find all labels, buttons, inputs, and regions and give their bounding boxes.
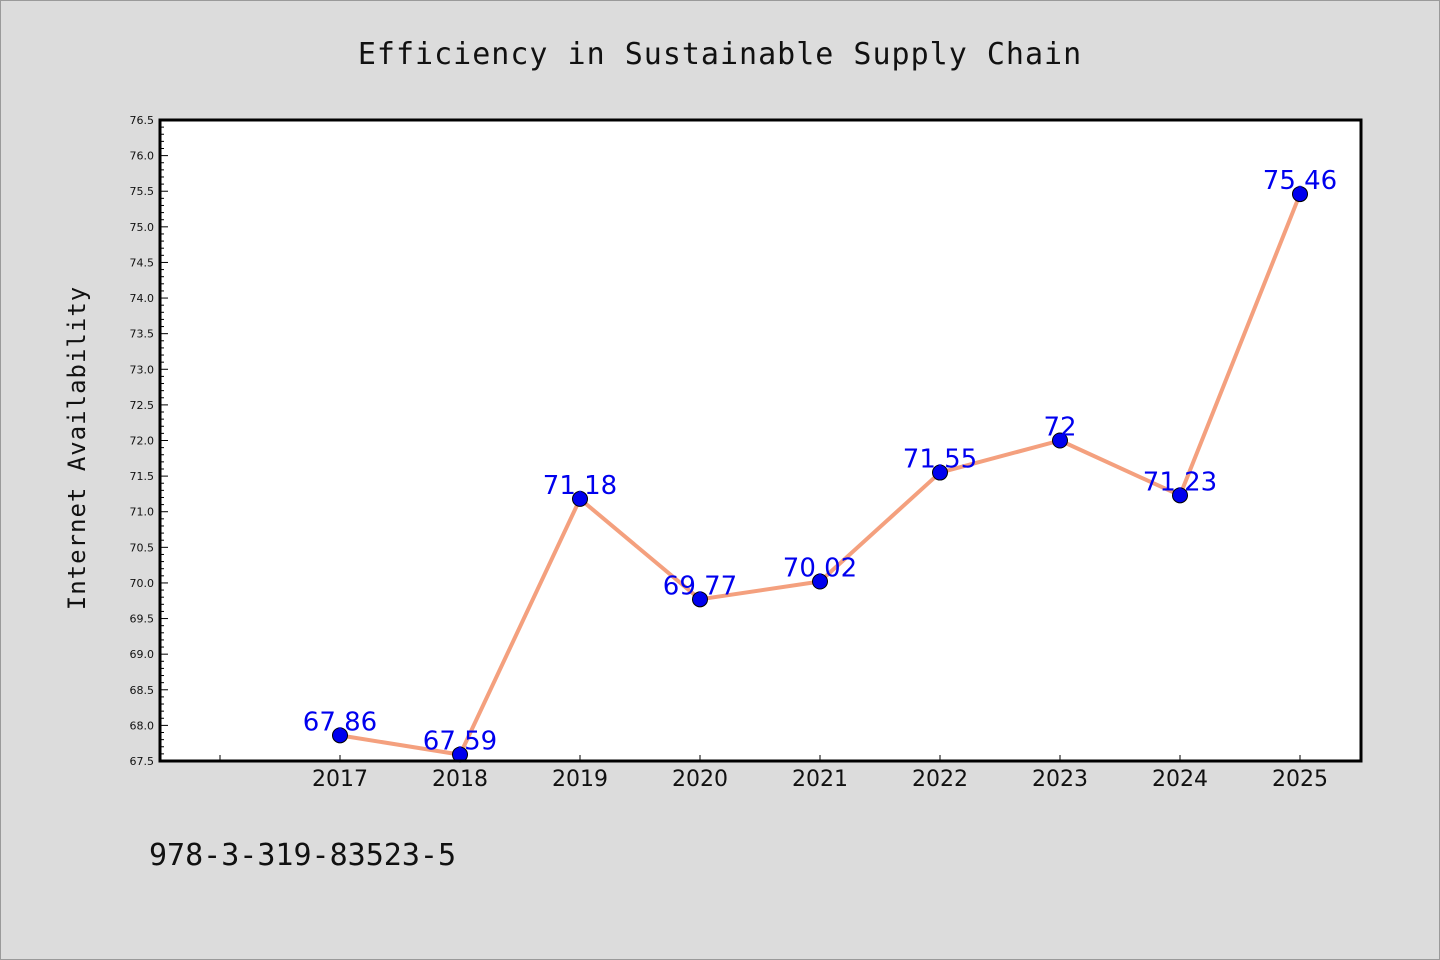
data-point <box>572 490 588 507</box>
x-tick-label: 2025 <box>1272 767 1328 792</box>
x-tick-label: 2022 <box>912 767 968 792</box>
y-tick-label: 68.5 <box>130 684 155 697</box>
data-label: 67.59 <box>423 727 497 757</box>
data-point <box>1292 186 1308 203</box>
series-layer: 67.86 67.59 71.18 69.77 70.02 71.55 72 71.23 75.… <box>303 166 1337 763</box>
y-tick-label: 72.0 <box>130 435 155 448</box>
plot-frame <box>158 118 1363 763</box>
data-label: 71.18 <box>543 471 617 501</box>
chart-title: Efficiency in Sustainable Supply Chain <box>358 37 1082 72</box>
x-axis-ticks: 2017 2018 2019 2020 2021 2022 2023 2024 2025 <box>219 755 1328 792</box>
y-axis-label: Internet Availability <box>63 286 91 610</box>
data-label: 69.77 <box>663 571 737 601</box>
y-axis-ticks: 67.5 68.0 68.5 69.0 69.5 70.0 70.5 71.0 71.5 72.0… <box>130 114 168 768</box>
y-tick-label: 76.5 <box>130 114 155 127</box>
x-tick-label: 2021 <box>792 767 848 792</box>
y-tick-label: 70.0 <box>130 577 155 590</box>
y-tick-label: 75.5 <box>130 185 155 198</box>
y-tick-label: 70.5 <box>130 541 155 554</box>
y-tick-label: 74.0 <box>130 292 155 305</box>
y-tick-label: 71.5 <box>130 470 155 483</box>
data-point <box>1172 487 1188 504</box>
y-tick-label: 73.5 <box>130 328 155 341</box>
data-point <box>1052 432 1068 449</box>
isbn-text: 978-3-319-83523-5 <box>149 838 456 873</box>
x-tick-label: 2019 <box>552 767 608 792</box>
data-point <box>332 727 348 744</box>
x-tick-label: 2020 <box>672 767 728 792</box>
data-point <box>812 573 828 590</box>
data-label: 71.55 <box>903 445 977 475</box>
data-label: 72 <box>1043 413 1076 443</box>
data-label: 67.86 <box>303 707 377 737</box>
y-tick-label: 69.0 <box>130 648 155 661</box>
x-tick-label: 2023 <box>1032 767 1088 792</box>
y-tick-label: 69.5 <box>130 613 155 626</box>
y-tick-label: 72.5 <box>130 399 155 412</box>
x-tick-label: 2024 <box>1152 767 1208 792</box>
data-label: 75.46 <box>1263 166 1337 196</box>
y-tick-label: 74.5 <box>130 256 155 269</box>
y-tick-label: 71.0 <box>130 506 155 519</box>
plot-area <box>160 120 1361 761</box>
data-point <box>932 464 948 481</box>
y-tick-label: 68.0 <box>130 719 155 732</box>
data-point <box>692 591 708 608</box>
data-label: 71.23 <box>1143 467 1217 497</box>
data-label: 70.02 <box>783 554 857 584</box>
x-tick-label: 2018 <box>432 767 488 792</box>
y-tick-label: 73.0 <box>130 363 155 376</box>
y-tick-label: 76.0 <box>130 150 155 163</box>
x-tick-label: 2017 <box>312 767 368 792</box>
y-tick-label: 75.0 <box>130 221 155 234</box>
y-tick-label: 67.5 <box>130 755 155 768</box>
